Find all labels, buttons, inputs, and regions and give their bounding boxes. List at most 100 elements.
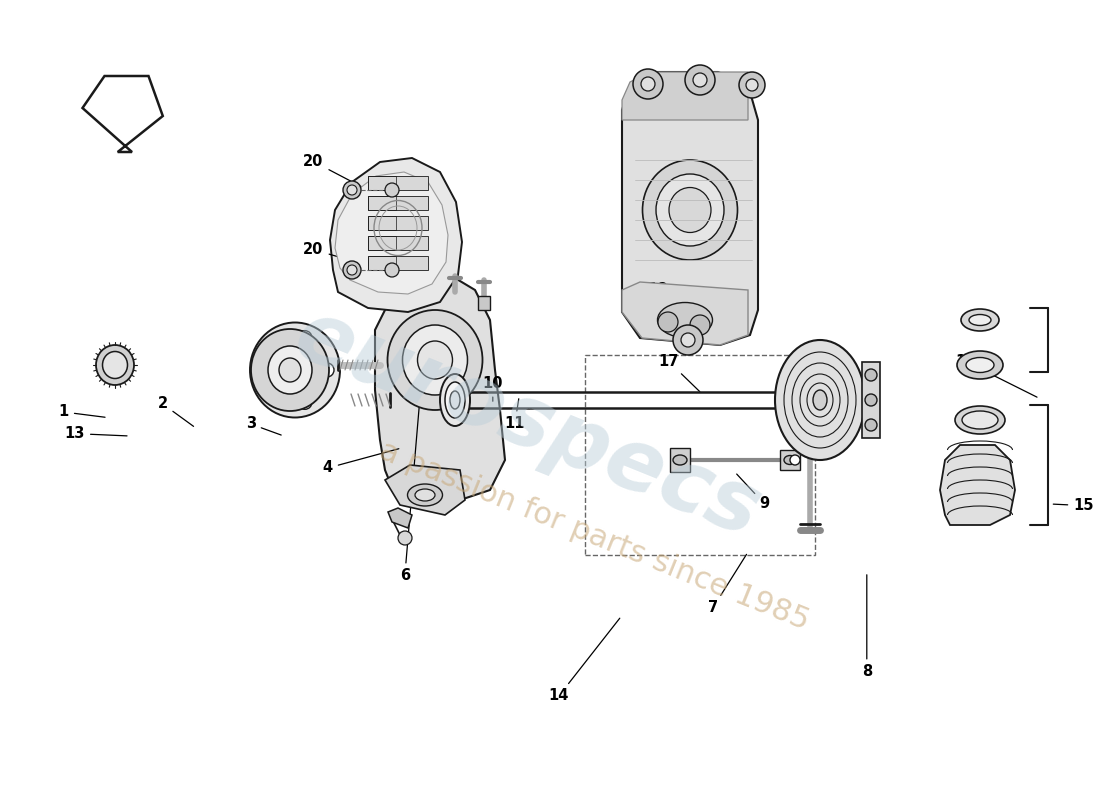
Ellipse shape [407,484,442,506]
Polygon shape [336,172,448,294]
Text: 7: 7 [707,554,747,615]
Ellipse shape [440,374,470,426]
Ellipse shape [102,351,128,378]
Circle shape [262,343,276,357]
Circle shape [385,263,399,277]
Text: 2: 2 [157,397,194,426]
Text: a passion for parts since 1985: a passion for parts since 1985 [375,436,813,636]
Circle shape [641,77,654,91]
Bar [368,236,428,250]
Polygon shape [940,445,1015,525]
Circle shape [685,65,715,95]
Circle shape [690,315,710,335]
Bar [368,176,396,190]
Text: 17: 17 [659,354,700,392]
Ellipse shape [450,391,460,409]
Ellipse shape [279,358,301,382]
Polygon shape [478,296,490,310]
Ellipse shape [403,325,467,395]
Text: 15: 15 [1054,498,1093,513]
Ellipse shape [658,302,713,338]
Text: 8: 8 [861,574,872,679]
Polygon shape [375,275,505,505]
Text: 12: 12 [403,365,443,386]
Circle shape [343,181,361,199]
Text: 18: 18 [648,282,678,304]
Text: 14: 14 [549,618,619,703]
Ellipse shape [961,309,999,331]
Text: 13: 13 [65,426,126,441]
Circle shape [746,79,758,91]
Ellipse shape [784,455,796,465]
Polygon shape [330,158,462,312]
Circle shape [865,419,877,431]
Ellipse shape [957,351,1003,379]
Polygon shape [621,282,748,345]
Circle shape [673,325,703,355]
Text: eurospecs: eurospecs [283,293,773,555]
Ellipse shape [642,160,737,260]
Circle shape [693,73,707,87]
Circle shape [346,265,358,275]
Circle shape [398,531,412,545]
Text: 19: 19 [362,201,392,224]
Text: 9: 9 [737,474,770,511]
Bar [368,236,396,250]
Circle shape [343,261,361,279]
Ellipse shape [673,455,688,465]
Text: 17: 17 [659,218,689,235]
Circle shape [298,330,312,345]
Bar [368,196,396,210]
Text: 17: 17 [659,194,689,209]
Circle shape [632,69,663,99]
Circle shape [262,383,276,397]
Ellipse shape [250,322,340,418]
Bar [368,216,428,230]
Ellipse shape [969,314,991,326]
Ellipse shape [669,187,711,233]
Text: 10: 10 [483,377,503,402]
Polygon shape [670,448,690,472]
Polygon shape [621,72,758,345]
Circle shape [298,395,312,410]
Ellipse shape [813,390,827,410]
Polygon shape [780,450,800,470]
Bar [368,256,428,270]
Circle shape [658,312,678,332]
Ellipse shape [776,340,865,460]
Polygon shape [82,76,163,152]
Bar [368,176,428,190]
Ellipse shape [418,341,452,379]
Text: 16: 16 [956,354,1037,397]
Ellipse shape [268,346,312,394]
Polygon shape [621,72,748,120]
Text: 11: 11 [505,398,525,431]
Circle shape [346,185,358,195]
Text: 1: 1 [58,405,104,419]
Bar [585,355,815,555]
Circle shape [739,72,764,98]
Circle shape [385,183,399,197]
Text: 6: 6 [399,358,424,583]
Ellipse shape [955,406,1005,434]
Ellipse shape [415,489,434,501]
Polygon shape [385,465,465,515]
Bar [368,196,428,210]
Bar [368,216,396,230]
Ellipse shape [656,174,724,246]
Text: 20: 20 [304,154,366,189]
Bar [368,256,396,270]
Text: 3: 3 [245,417,282,435]
Ellipse shape [446,382,465,418]
Ellipse shape [96,345,134,385]
Ellipse shape [966,358,994,373]
Circle shape [865,369,877,381]
Text: 4: 4 [322,449,399,475]
Circle shape [320,363,334,377]
Circle shape [790,455,800,465]
Ellipse shape [387,310,483,410]
Bar [862,362,880,438]
Ellipse shape [251,329,329,411]
Text: 20: 20 [304,242,366,265]
Polygon shape [388,508,412,528]
